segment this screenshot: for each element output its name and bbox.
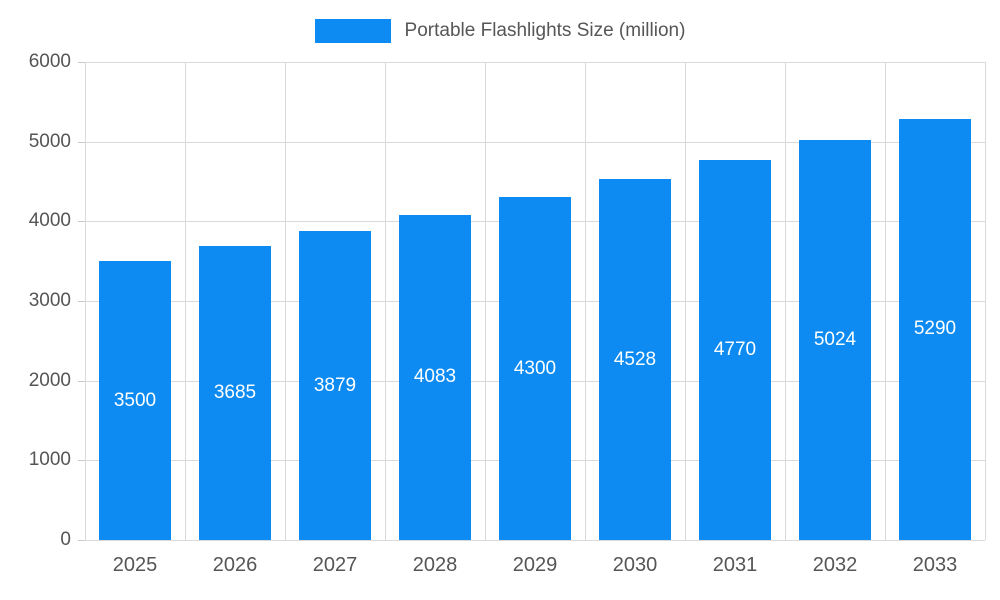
bar-2027: 3879 [299,230,371,540]
gridline-vertical [685,62,686,540]
y-tick-label: 1000 [28,449,71,471]
gridline-vertical [485,62,486,540]
gridline-vertical [585,62,586,540]
y-axis-tick [78,540,85,541]
y-tick-label: 6000 [28,51,71,72]
y-axis-tick [78,460,85,462]
x-tick-label: 2026 [212,554,258,576]
y-axis-tick [78,221,85,223]
gridline-vertical [885,62,886,540]
bar-value-label: 4770 [713,339,757,360]
gridline-vertical [185,62,186,540]
bar-value-label: 3685 [213,382,257,404]
x-tick-label: 2025 [112,554,158,576]
legend-label: Portable Flashlights Size (million) [404,20,686,41]
y-axis-tick [78,62,85,63]
x-tick-label: 2033 [912,554,958,576]
gridline-vertical [385,62,386,540]
bar-2025: 3500 [99,261,171,540]
chart-legend: Portable Flashlights Size (million) [0,18,1000,44]
y-tick-label: 0 [60,529,71,550]
bar-2030: 4528 [599,179,671,540]
x-tick-label: 2030 [612,554,658,576]
plot-area: 0 1000 2000 3000 4000 5000 6000 3500 2025 3685 202… [29,51,986,576]
bar-value-label: 4300 [513,357,557,379]
y-tick-label: 5000 [28,130,71,152]
y-tick-label: 4000 [28,210,71,232]
bar-2031: 4770 [699,160,771,540]
bar-2026: 3685 [199,246,271,540]
bar-2032: 5024 [799,139,871,540]
bar-value-label: 3500 [113,389,157,411]
bar-2028: 4083 [399,214,471,540]
x-tick-label: 2031 [712,554,758,576]
gridline-vertical [85,62,86,540]
x-tick-label: 2028 [412,554,458,576]
x-tick-label: 2027 [312,554,358,576]
bar-value-label: 4528 [613,348,657,370]
gridline-vertical [785,62,786,540]
x-tick-label: 2029 [512,554,558,576]
gridline-horizontal [85,62,985,63]
y-axis-tick [78,301,85,302]
legend-color-swatch [314,19,391,43]
bar-value-label: 4083 [413,366,457,388]
bar-value-label: 5024 [813,328,857,350]
y-tick-label: 3000 [28,290,71,311]
y-tick-label: 2000 [28,369,71,391]
y-axis-tick [78,141,85,143]
y-axis-tick [78,380,85,382]
bar-2033: 5290 [899,118,971,540]
gridline-vertical [985,62,986,540]
x-tick-label: 2032 [812,554,858,576]
bar-2029: 4300 [499,197,571,540]
gridline-horizontal [85,540,985,541]
bar-value-label: 3879 [313,374,357,396]
bar-value-label: 5290 [913,318,957,340]
gridline-horizontal [85,141,985,143]
gridline-vertical [285,62,286,540]
